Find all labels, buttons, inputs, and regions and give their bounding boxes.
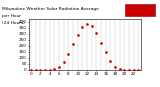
Text: per Hour: per Hour [2, 14, 21, 18]
Text: (24 Hours): (24 Hours) [2, 21, 24, 25]
Text: Milwaukee Weather Solar Radiation Average: Milwaukee Weather Solar Radiation Averag… [2, 7, 98, 11]
